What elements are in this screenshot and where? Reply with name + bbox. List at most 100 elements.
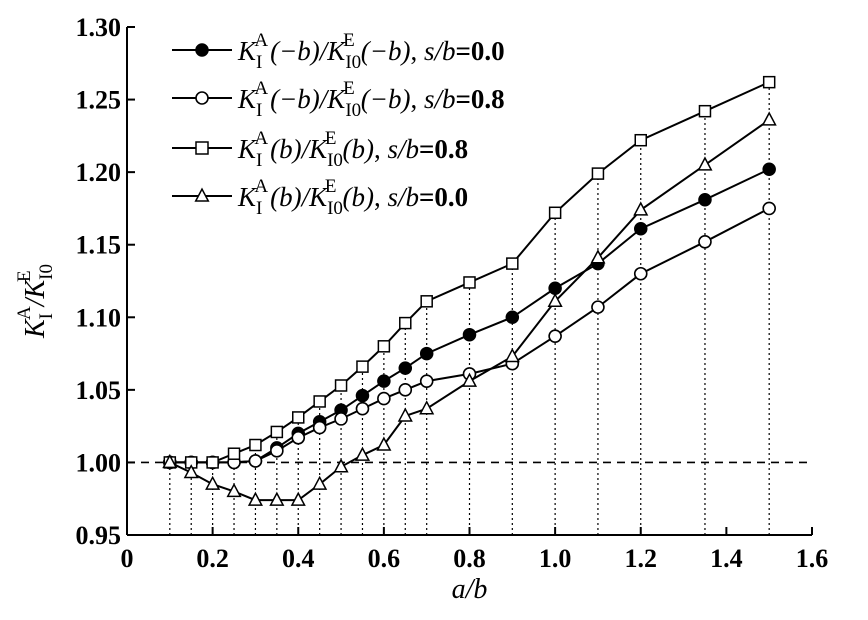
marker-filled-circle <box>419 346 434 361</box>
marker-open-square <box>356 360 369 373</box>
y-tick-label: 1.00 <box>76 448 122 477</box>
marker-open-square <box>270 425 284 439</box>
marker-open-circle <box>334 412 348 426</box>
marker-open-circle <box>762 201 776 216</box>
y-tick-label: 0.95 <box>76 521 122 550</box>
marker-filled-circle <box>377 374 391 388</box>
x-tick-label: 0.8 <box>453 544 486 573</box>
marker-open-circle <box>270 444 284 458</box>
legend-item-3: KIA(b)/KI0E (b), s/b=0.8 <box>172 128 468 171</box>
legend-item-2: KIA(−b)/KI0E (−b), s/b=0.8 <box>172 78 505 121</box>
legend-label: KIA(−b)/KI0E (−b), s/b=0.8 <box>237 78 505 121</box>
y-tick-label: 1.10 <box>76 303 122 332</box>
y-axis-label: KIA/KI0E <box>14 264 57 339</box>
marker-open-triangle <box>397 407 413 422</box>
x-tick-label: 0.6 <box>368 544 401 573</box>
marker-open-square <box>249 438 262 452</box>
marker-open-triangle <box>194 187 210 202</box>
marker-open-square <box>195 141 209 155</box>
marker-filled-circle <box>505 310 520 325</box>
legend: KIA(−b)/KI0E (−b), s/b=0.0 KIA(−b)/KI0E (−b… <box>172 30 505 219</box>
marker-open-circle <box>195 91 209 105</box>
marker-open-triangle <box>590 249 606 264</box>
marker-open-square <box>634 133 647 147</box>
marker-open-triangle <box>461 372 478 387</box>
marker-open-triangle <box>633 201 649 216</box>
marker-open-triangle <box>354 446 371 461</box>
y-axis-label-text: KIA/KI0E <box>14 264 57 339</box>
marker-filled-circle <box>462 327 477 342</box>
x-tick-label: 1.0 <box>539 544 572 573</box>
legend-label: KIA(−b)/KI0E (−b), s/b=0.0 <box>237 30 505 73</box>
axis-labels: a/b KIA/KI0E <box>14 264 487 605</box>
marker-open-triangle <box>376 436 392 451</box>
marker-open-circle <box>698 235 712 249</box>
marker-open-circle <box>548 329 562 343</box>
legend-item-1: KIA(−b)/KI0E (−b), s/b=0.0 <box>172 30 505 73</box>
marker-open-square <box>334 379 348 392</box>
y-tick-label: 1.15 <box>76 231 122 260</box>
marker-open-square <box>399 316 412 330</box>
marker-filled-circle <box>195 43 209 57</box>
marker-open-square <box>463 276 476 289</box>
y-tick-label: 1.20 <box>76 158 122 187</box>
marker-open-triangle <box>761 111 777 126</box>
series-group <box>162 75 777 506</box>
x-axis-label: a/b <box>452 574 488 605</box>
marker-open-triangle <box>547 292 563 308</box>
marker-open-square <box>313 395 326 408</box>
marker-open-circle <box>419 374 434 388</box>
marker-open-square <box>548 206 562 220</box>
marker-open-triangle <box>697 156 713 171</box>
x-tick-label: 1.4 <box>710 544 743 573</box>
marker-open-square <box>227 447 241 460</box>
marker-open-square <box>591 167 605 180</box>
x-tick-label: 1.2 <box>625 544 658 573</box>
marker-open-triangle <box>226 482 242 498</box>
marker-open-triangle <box>504 347 520 363</box>
marker-open-triangle <box>290 491 306 506</box>
marker-open-triangle <box>247 491 263 506</box>
marker-open-triangle <box>183 464 199 479</box>
series-4 <box>162 111 777 506</box>
marker-open-square <box>762 75 776 89</box>
marker-open-circle <box>355 401 370 416</box>
legend-item-4: KIA(b)/KI0E (b), s/b=0.0 <box>172 176 468 219</box>
marker-open-square <box>377 340 391 353</box>
marker-open-triangle <box>419 400 435 415</box>
marker-filled-circle <box>548 281 562 296</box>
vertical-guide-lines <box>169 82 770 535</box>
marker-open-circle <box>248 454 263 468</box>
y-tick-label: 1.30 <box>76 13 122 42</box>
marker-filled-circle <box>634 221 648 236</box>
marker-open-circle <box>633 266 648 281</box>
marker-open-square <box>206 456 219 469</box>
marker-filled-circle <box>762 162 776 176</box>
marker-open-square <box>506 257 519 270</box>
legend-label: KIA(b)/KI0E (b), s/b=0.8 <box>237 128 468 171</box>
marker-filled-circle <box>355 388 370 403</box>
marker-open-triangle <box>333 458 349 473</box>
marker-open-triangle <box>205 475 221 490</box>
y-tick-label: 1.25 <box>76 86 122 115</box>
marker-open-circle <box>591 300 605 314</box>
marker-open-square <box>292 411 305 424</box>
marker-filled-circle <box>398 361 413 375</box>
x-tick-label: 0.2 <box>196 544 229 573</box>
marker-open-circle <box>312 420 327 435</box>
marker-filled-circle <box>698 192 712 207</box>
x-tick-label: 0.4 <box>282 544 315 573</box>
legend-label: KIA(b)/KI0E (b), s/b=0.0 <box>237 176 468 219</box>
marker-open-square <box>420 295 433 308</box>
axes: 0 0.2 0.4 0.6 0.8 1.0 1.2 1.4 1.6 0.95 1.00 1.05 1.1… <box>76 13 829 573</box>
marker-open-triangle <box>269 491 285 506</box>
series-3 <box>163 75 776 469</box>
y-tick-label: 1.05 <box>76 376 122 405</box>
marker-open-circle <box>398 383 413 397</box>
marker-open-circle <box>291 430 306 445</box>
marker-open-triangle <box>162 453 178 469</box>
x-tick-label: 1.6 <box>796 544 829 573</box>
marker-open-triangle <box>312 475 328 490</box>
marker-open-circle <box>377 391 391 406</box>
